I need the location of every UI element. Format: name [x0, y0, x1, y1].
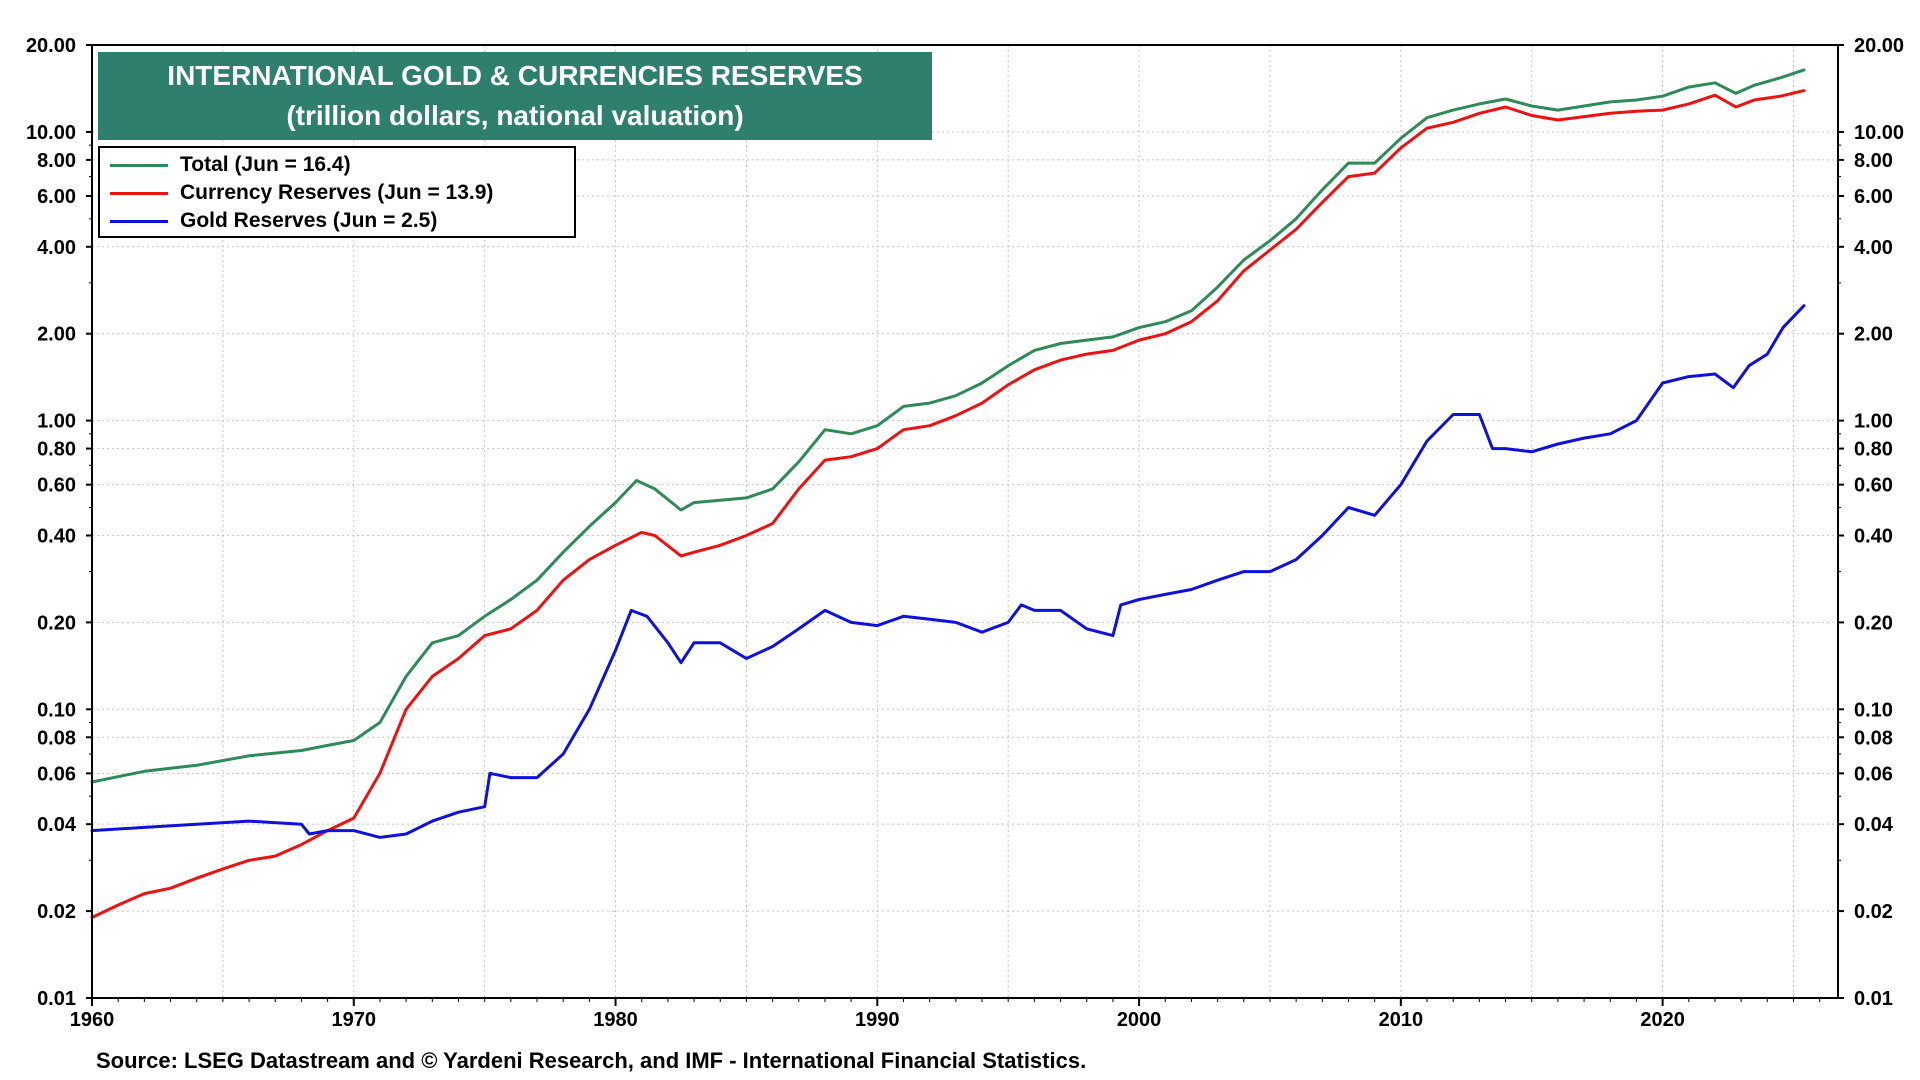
y-tick-label-right: 0.04 — [1854, 814, 1894, 836]
currency-reserves-line — [90, 89, 1806, 919]
x-tick-label: 1980 — [593, 1009, 638, 1031]
legend-label-total: Total (Jun = 16.4) — [180, 153, 351, 176]
legend-swatch-total — [110, 163, 168, 167]
right-y-axis: 0.01 0.02 0.04 0.06 0.08 0.10 0.20 0.40 0.60 0.80… — [1838, 35, 1904, 1010]
x-tick-label: 2010 — [1379, 1009, 1424, 1031]
y-tick-label-right: 2.00 — [1854, 324, 1893, 346]
y-tick-label-left: 0.02 — [37, 901, 76, 923]
legend-label-currency: Currency Reserves (Jun = 13.9) — [180, 181, 494, 204]
y-tick-label-left: 0.08 — [37, 727, 76, 749]
x-tick-label: 1990 — [855, 1009, 900, 1031]
y-tick-label-left: 4.00 — [37, 237, 76, 259]
y-tick-label-right: 10.00 — [1854, 122, 1904, 144]
plot-frame — [91, 44, 1839, 999]
y-tick-label-left: 0.40 — [37, 525, 76, 547]
legend-swatch-gold — [110, 219, 168, 223]
y-tick-label-right: 1.00 — [1854, 411, 1893, 433]
y-tick-label-left: 0.60 — [37, 475, 76, 497]
y-tick-label-right: 20.00 — [1854, 35, 1904, 57]
legend-item-currency: Currency Reserves (Jun = 13.9) — [100, 179, 574, 207]
y-tick-label-right: 0.80 — [1854, 439, 1893, 461]
y-tick-label-right: 0.40 — [1854, 525, 1893, 547]
y-tick-label-right: 4.00 — [1854, 237, 1893, 259]
y-tick-label-right: 0.01 — [1854, 988, 1893, 1010]
source-note: Source: LSEG Datastream and © Yardeni Re… — [96, 1048, 1087, 1073]
y-tick-label-right: 0.20 — [1854, 612, 1893, 634]
y-tick-label-right: 0.06 — [1854, 763, 1893, 785]
legend-item-gold: Gold Reserves (Jun = 2.5) — [100, 207, 574, 235]
legend-swatch-currency — [110, 191, 168, 195]
y-tick-label-left: 1.00 — [37, 411, 76, 433]
series-lines — [90, 68, 1806, 919]
x-tick-label: 2020 — [1640, 1009, 1685, 1031]
x-tick-label: 1960 — [70, 1009, 115, 1031]
y-tick-label-left: 0.80 — [37, 439, 76, 461]
y-tick-label-right: 0.60 — [1854, 475, 1893, 497]
y-tick-label-left: 0.06 — [37, 763, 76, 785]
y-tick-label-right: 8.00 — [1854, 150, 1893, 172]
x-tick-label: 1970 — [332, 1009, 377, 1031]
y-tick-label-left: 0.01 — [37, 988, 76, 1010]
gold-reserves-line — [90, 304, 1806, 839]
chart-title-box: INTERNATIONAL GOLD & CURRENCIES RESERVES… — [98, 52, 932, 140]
y-tick-label-right: 0.08 — [1854, 727, 1893, 749]
y-tick-label-left: 0.10 — [37, 699, 76, 721]
x-axis: 1960 1970 1980 1990 2000 2010 2020 — [70, 998, 1821, 1031]
legend-item-total: Total (Jun = 16.4) — [100, 151, 574, 179]
left-y-axis: 0.01 0.02 0.04 0.06 0.08 0.10 0.20 0.40 0.60 0.80… — [26, 35, 92, 1010]
total-line — [90, 68, 1806, 784]
y-tick-label-right: 0.02 — [1854, 901, 1893, 923]
y-tick-label-right: 0.10 — [1854, 699, 1893, 721]
chart-title: INTERNATIONAL GOLD & CURRENCIES RESERVES — [167, 60, 863, 91]
y-tick-label-left: 2.00 — [37, 324, 76, 346]
y-tick-label-left: 20.00 — [26, 35, 76, 57]
y-tick-label-left: 0.20 — [37, 612, 76, 634]
y-tick-label-left: 6.00 — [37, 186, 76, 208]
y-tick-label-left: 8.00 — [37, 150, 76, 172]
y-tick-label-left: 0.04 — [37, 814, 77, 836]
x-tick-label: 2000 — [1117, 1009, 1162, 1031]
y-tick-label-right: 6.00 — [1854, 186, 1893, 208]
legend: Total (Jun = 16.4) Currency Reserves (Ju… — [98, 146, 576, 238]
legend-label-gold: Gold Reserves (Jun = 2.5) — [180, 209, 438, 232]
chart-subtitle: (trillion dollars, national valuation) — [286, 100, 744, 131]
y-tick-label-left: 10.00 — [26, 122, 76, 144]
